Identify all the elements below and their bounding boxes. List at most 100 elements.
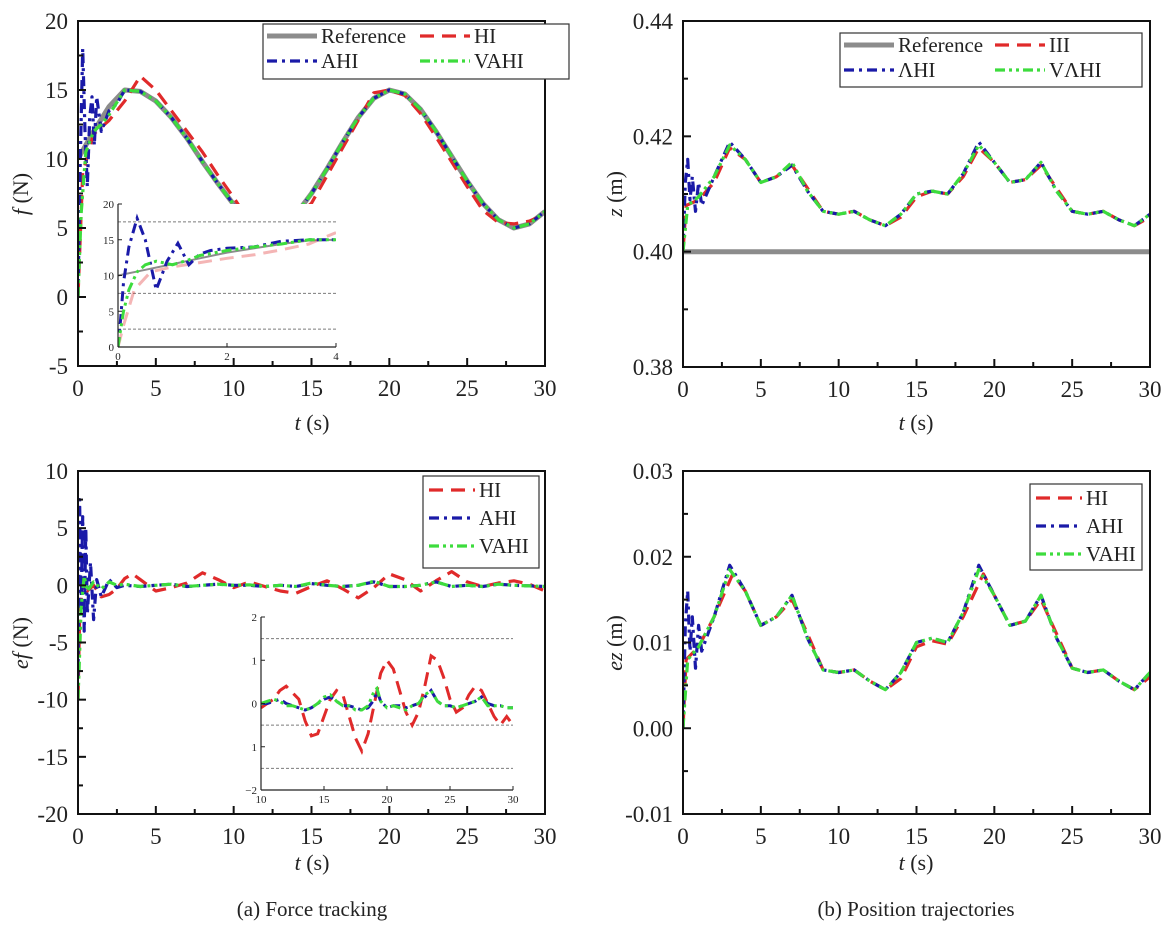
legend-label-reference: Reference xyxy=(321,24,406,48)
series-line-hi xyxy=(78,569,545,700)
x-tick-label: 20 xyxy=(983,377,1006,402)
x-tick-label: 5 xyxy=(150,376,162,401)
x-axis-unit: (s) xyxy=(301,410,330,435)
legend-label-hi: III xyxy=(1049,33,1070,57)
y-tick-label: -5 xyxy=(49,354,68,379)
inset-series-line-hi xyxy=(261,653,513,755)
y-tick-label: 0.44 xyxy=(633,9,674,34)
y-tick-label: -0.01 xyxy=(625,802,673,827)
y-tick-label: 0.42 xyxy=(633,124,673,149)
legend-label-vahi: VAHI xyxy=(474,49,524,73)
y-tick-label: 10 xyxy=(45,147,68,172)
legend-box xyxy=(839,32,1143,88)
series-line-vahi xyxy=(683,567,1150,729)
inset-y-tick-label: 1 xyxy=(252,742,258,754)
y-tick-label: -5 xyxy=(49,631,68,656)
x-tick-label: 30 xyxy=(1139,824,1162,849)
y-tick-label: 0.02 xyxy=(633,545,673,570)
series-group xyxy=(78,498,545,700)
inset-y-tick-label: −2 xyxy=(245,785,257,797)
series-line-vahi xyxy=(78,88,545,298)
legend: HI AHI VAHI xyxy=(422,475,540,569)
y-axis-title: z (m) xyxy=(602,171,627,218)
x-axis-var: t xyxy=(295,410,302,435)
caption-force-tracking: (a) Force tracking xyxy=(237,897,388,921)
y-tick-label: 0 xyxy=(57,573,69,598)
legend-label-ahi: AHI xyxy=(1086,514,1123,538)
x-tick-label: 10 xyxy=(222,376,245,401)
series-line-vahi xyxy=(683,143,1150,252)
x-tick-label: 0 xyxy=(677,824,689,849)
y-tick-label: 20 xyxy=(45,9,68,34)
legend-box xyxy=(262,23,570,80)
series-line-hi xyxy=(683,572,1150,729)
y-tick-label: 10 xyxy=(45,459,68,484)
x-axis-title: t (s) xyxy=(899,410,934,435)
inset-y-tick-label: 0 xyxy=(252,699,258,711)
legend-label-hi: HI xyxy=(1086,486,1108,510)
x-tick-label: 10 xyxy=(827,824,850,849)
x-tick-label: 25 xyxy=(456,824,479,849)
legend-label-hi: HI xyxy=(474,24,496,48)
legend-label-ahi: ΛHI xyxy=(898,58,935,82)
x-tick-label: 25 xyxy=(456,376,479,401)
caption-position-trajectories: (b) Position trajectories xyxy=(817,897,1014,921)
inset-x-tick-label: 2 xyxy=(224,351,230,363)
inset-y-tick-label: 1 xyxy=(252,655,258,667)
inset-force: 0 2 4 0 5 10 15 20 xyxy=(103,199,339,363)
x-axis-title: t (s) xyxy=(295,850,330,875)
x-tick-label: 5 xyxy=(755,377,767,402)
inset-x-tick-label: 4 xyxy=(333,351,339,363)
y-tick-label: 0.38 xyxy=(633,355,673,380)
inset-x-tick-label: 20 xyxy=(382,794,394,806)
series-group xyxy=(683,140,1150,255)
y-axis-title: ef (N) xyxy=(8,617,33,669)
y-tick-label: -15 xyxy=(37,745,68,770)
y-tick-label: 0.40 xyxy=(633,240,673,265)
y-tick-label: 15 xyxy=(45,78,68,103)
inset-y-tick-label: 20 xyxy=(103,199,115,211)
y-tick-label: 0.03 xyxy=(633,459,673,484)
x-tick-label: 20 xyxy=(983,824,1006,849)
x-tick-label: 20 xyxy=(378,824,401,849)
legend: Reference HI AHI VAHI xyxy=(262,23,570,80)
x-tick-label: 30 xyxy=(1139,377,1162,402)
series-group xyxy=(683,563,1150,729)
chart-position-error: 0 5 10 15 20 25 30 -0.01 0.00 0.01 0.02 0.03 t (s) ez… xyxy=(602,459,1162,875)
legend-label-vahi: VAHI xyxy=(1086,542,1136,566)
legend: HI AHI VAHI xyxy=(1029,483,1143,571)
x-tick-label: 5 xyxy=(755,824,767,849)
x-tick-label: 15 xyxy=(905,377,928,402)
y-tick-label: 0 xyxy=(57,285,69,310)
x-axis-unit: (s) xyxy=(301,850,330,875)
y-axis-title: f (N) xyxy=(8,173,33,215)
inset-y-tick-label: 10 xyxy=(103,271,115,283)
x-axis-var: t xyxy=(295,850,302,875)
y-axis-var: ef xyxy=(8,650,33,669)
x-tick-label: 10 xyxy=(827,377,850,402)
series-line-hi xyxy=(78,74,545,298)
inset-x-tick-label: 30 xyxy=(508,794,520,806)
inset-x-tick-label: 25 xyxy=(445,794,457,806)
x-tick-label: 0 xyxy=(72,376,84,401)
x-tick-label: 20 xyxy=(378,376,401,401)
y-tick-label: -10 xyxy=(37,688,68,713)
inset-y-tick-label: 15 xyxy=(103,235,115,247)
y-tick-label: 0.01 xyxy=(633,631,673,656)
x-axis-title: t (s) xyxy=(899,850,934,875)
chart-position: 0 5 10 15 20 25 30 0.38 0.40 0.42 0.44 t (s) z (m) Re… xyxy=(602,9,1162,435)
x-tick-label: 15 xyxy=(300,824,323,849)
inset-x-tick-label: 15 xyxy=(319,794,331,806)
x-tick-label: 25 xyxy=(1061,824,1084,849)
y-tick-label: 0.00 xyxy=(633,716,673,741)
y-axis-title: ez (m) xyxy=(602,615,627,671)
x-tick-label: 30 xyxy=(534,376,557,401)
series-line-ahi xyxy=(683,140,1150,252)
y-axis-unit: (N) xyxy=(8,617,33,653)
inset-x-tick-label: 0 xyxy=(115,351,121,363)
legend-label-ahi: AHI xyxy=(321,49,358,73)
x-tick-label: 5 xyxy=(150,824,162,849)
